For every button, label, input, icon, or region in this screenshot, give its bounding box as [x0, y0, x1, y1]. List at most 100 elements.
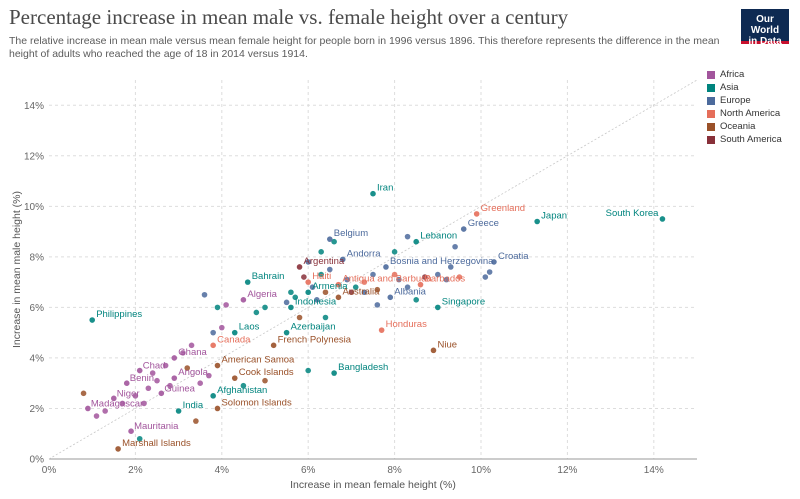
point-label: Afghanistan	[217, 385, 267, 396]
data-point	[659, 216, 666, 222]
data-point	[447, 264, 454, 270]
legend-item[interactable]: Oceania	[707, 120, 782, 133]
point-label: Azerbaijan	[291, 322, 336, 333]
data-point	[482, 274, 489, 280]
point-label: French Polynesia	[278, 334, 352, 345]
legend-swatch	[707, 109, 715, 118]
x-tick-label: 2%	[128, 465, 143, 476]
data-point	[214, 304, 221, 311]
point-label: Niger	[117, 388, 140, 399]
data-point	[370, 190, 376, 197]
data-point	[288, 289, 294, 296]
data-point	[309, 284, 316, 290]
data-point	[231, 329, 238, 336]
data-point	[154, 377, 160, 384]
point-label: Singapore	[442, 296, 485, 307]
point-label: Haiti	[312, 271, 331, 282]
point-label: Bosnia and Herzegovina	[390, 256, 494, 267]
legend-item[interactable]: North America	[707, 107, 782, 120]
data-point	[136, 435, 143, 442]
point-label: Japan	[541, 210, 567, 221]
data-point	[473, 211, 480, 217]
data-point	[240, 297, 247, 303]
data-point	[318, 271, 324, 278]
data-point	[430, 347, 437, 354]
point-label: Angola	[178, 367, 208, 378]
legend-item[interactable]: Asia	[707, 81, 782, 94]
data-point	[201, 291, 208, 298]
chart-subtitle: The relative increase in mean male versu…	[9, 35, 720, 60]
data-point	[327, 266, 333, 273]
data-point	[452, 243, 458, 250]
data-point	[193, 418, 199, 424]
data-point	[335, 281, 342, 288]
point-label: South Korea	[606, 208, 660, 219]
data-point	[167, 382, 173, 389]
point-label: Cook Islands	[239, 367, 294, 378]
data-point	[318, 249, 324, 255]
point-label: Marshall Islands	[122, 438, 191, 449]
data-point	[296, 314, 303, 321]
data-point	[283, 329, 290, 336]
data-point	[331, 370, 337, 376]
data-point	[149, 370, 156, 376]
point-label: Algeria	[247, 289, 277, 300]
data-point	[383, 264, 389, 270]
chart-legend[interactable]: Africa Asia Europe North America Oceania Sout…	[707, 68, 782, 146]
legend-label: Oceania	[720, 121, 756, 132]
data-point	[283, 299, 290, 306]
data-point	[344, 276, 350, 283]
data-point	[339, 256, 346, 263]
point-label: Lebanon	[420, 231, 457, 242]
data-point	[348, 289, 355, 296]
data-point	[210, 393, 216, 399]
data-point	[132, 393, 139, 399]
data-point	[305, 259, 312, 265]
legend-swatch	[707, 135, 715, 144]
point-label: Antigua and Barbuda	[342, 274, 432, 285]
data-point	[184, 365, 191, 371]
legend-item[interactable]: South America	[707, 133, 782, 146]
legend-swatch	[707, 70, 715, 79]
legend-item[interactable]: Europe	[707, 94, 782, 107]
data-point	[456, 274, 463, 280]
data-point	[80, 390, 87, 397]
data-point	[435, 271, 441, 278]
point-label: Bangladesh	[338, 362, 388, 373]
x-tick-label: 0%	[42, 465, 57, 476]
y-tick-label: 12%	[24, 151, 44, 162]
legend-swatch	[707, 122, 715, 131]
data-point	[361, 279, 368, 285]
y-tick-label: 0%	[30, 455, 45, 466]
data-point	[136, 367, 143, 374]
y-tick-label: 8%	[30, 252, 45, 263]
point-label: Laos	[239, 322, 260, 333]
legend-swatch	[707, 96, 715, 105]
point-label: American Samoa	[221, 355, 295, 366]
data-point	[214, 405, 221, 412]
data-point	[322, 289, 329, 296]
data-point	[175, 408, 182, 414]
y-tick-label: 6%	[30, 303, 45, 314]
point-label: Greece	[468, 218, 499, 229]
data-point	[443, 276, 450, 283]
legend-label: South America	[720, 134, 782, 145]
data-point	[141, 400, 147, 407]
legend-item[interactable]: Africa	[707, 68, 782, 81]
point-label: Belgium	[334, 228, 368, 239]
data-point	[301, 274, 307, 280]
data-point	[396, 276, 402, 283]
point-label: Solomon Islands	[221, 397, 291, 408]
data-point	[404, 284, 411, 290]
y-tick-label: 2%	[30, 404, 45, 415]
x-tick-label: 14%	[644, 465, 664, 476]
point-label: Madagascar	[91, 398, 143, 409]
point-label: Andorra	[347, 248, 382, 259]
point-label: Argentina	[304, 256, 345, 267]
point-label: Chad	[143, 361, 166, 372]
owid-logo[interactable]: Our World in Data	[741, 9, 789, 47]
point-label: Australia	[342, 286, 380, 297]
y-tick-label: 10%	[24, 202, 44, 213]
point-label: Guinea	[164, 383, 195, 394]
data-point	[180, 350, 186, 356]
